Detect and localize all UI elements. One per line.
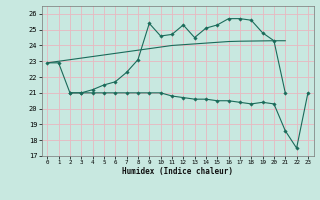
X-axis label: Humidex (Indice chaleur): Humidex (Indice chaleur) [122, 167, 233, 176]
